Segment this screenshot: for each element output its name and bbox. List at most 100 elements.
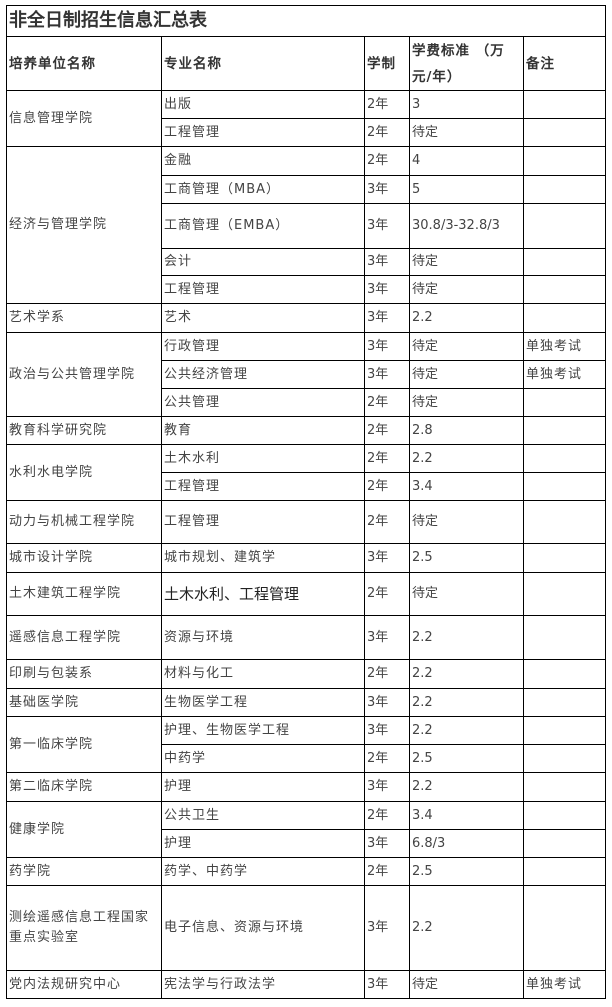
note-cell (522, 772, 607, 802)
years-cell: 2年 (364, 500, 410, 544)
table-row: 公共管理 2年 待定 (7, 388, 607, 417)
fee-cell: 4 (409, 146, 524, 176)
major-cell: 工商管理（EMBA） (161, 203, 365, 249)
fee-cell: 2.2 (409, 885, 524, 971)
table-row: 艺术学系 艺术 3年 2.2 (6, 303, 607, 333)
major-cell: 工商管理（MBA） (161, 175, 365, 204)
major-cell: 护理 (161, 772, 365, 802)
years-cell: 2年 (364, 90, 410, 119)
note-cell (522, 857, 607, 886)
major-cell: 生物医学工程 (161, 688, 365, 717)
fee-cell: 待定 (409, 388, 524, 417)
table-row: 动力与机械工程学院 工程管理 2年 待定 (6, 500, 607, 544)
years-cell: 3年 (364, 175, 410, 204)
table-row: 工商管理（MBA） 3年 5 (7, 175, 607, 204)
years-cell: 2年 (364, 744, 410, 773)
unit-name-cell: 基础医学院 (6, 688, 162, 717)
unit-name-cell: 测绘遥感信息工程国家重点实验室 (6, 885, 162, 971)
years-cell: 3年 (364, 885, 410, 971)
table-row: 信息管理学院 出版 2年 3 (6, 90, 607, 147)
table-row: 第一临床学院 护理、生物医学工程 3年 2.2 (6, 716, 607, 773)
table-row: 工程管理 2年 3.4 (7, 472, 607, 501)
unit-name-cell: 健康学院 (6, 801, 162, 858)
years-cell: 2年 (364, 146, 410, 176)
table-row: 印刷与包装系 材料与化工 2年 2.2 (6, 659, 607, 689)
unit-name-cell: 药学院 (6, 857, 162, 886)
note-cell (522, 885, 607, 971)
fee-cell: 30.8/3-32.8/3 (409, 203, 524, 249)
major-cell: 工程管理 (161, 472, 365, 501)
table-row: 护理 3年 6.8/3 (7, 829, 607, 858)
fee-cell: 3.4 (409, 801, 524, 830)
major-cell: 工程管理 (161, 118, 365, 147)
table-row: 测绘遥感信息工程国家重点实验室 电子信息、资源与环境 3年 2.2 (6, 885, 607, 971)
unit-name-cell: 动力与机械工程学院 (6, 500, 162, 544)
major-cell: 公共经济管理 (161, 360, 365, 389)
unit-name-cell: 印刷与包装系 (6, 659, 162, 689)
note-cell (522, 118, 607, 147)
major-cell: 电子信息、资源与环境 (161, 885, 365, 971)
major-cell: 城市规划、建筑学 (161, 543, 365, 573)
unit-name-cell: 艺术学系 (6, 303, 162, 333)
fee-cell: 待定 (409, 970, 524, 999)
fee-cell: 待定 (409, 248, 524, 276)
fee-cell: 待定 (409, 118, 524, 147)
years-cell: 2年 (364, 659, 410, 689)
unit-name-cell: 教育科学研究院 (6, 416, 162, 445)
fee-cell: 5 (409, 175, 524, 204)
years-cell: 3年 (364, 772, 410, 802)
unit-name-cell: 经济与管理学院 (6, 146, 162, 304)
fee-cell: 6.8/3 (409, 829, 524, 858)
title-row: 非全日制招生信息汇总表 (5, 5, 607, 37)
years-cell: 3年 (364, 716, 410, 745)
major-cell: 资源与环境 (161, 615, 365, 660)
fee-cell: 2.5 (409, 543, 524, 573)
note-cell (522, 388, 607, 417)
header-row: 培养单位名称 专业名称 学制 学费标准 （万元/年） 备注 (6, 36, 607, 91)
note-cell (522, 659, 607, 689)
major-cell: 材料与化工 (161, 659, 365, 689)
header-years: 学制 (364, 36, 410, 91)
note-cell (522, 203, 607, 249)
major-cell: 工程管理 (161, 500, 365, 544)
table-row: 药学院 药学、中药学 2年 2.5 (6, 857, 607, 886)
years-cell: 2年 (364, 416, 410, 445)
table-title: 非全日制招生信息汇总表 (5, 5, 607, 37)
note-cell (522, 801, 607, 830)
unit-name-cell: 第二临床学院 (6, 772, 162, 802)
major-cell: 艺术 (161, 303, 365, 333)
note-cell (522, 303, 607, 333)
major-cell: 工程管理 (161, 275, 365, 304)
note-cell (522, 744, 607, 773)
table-row: 会计 3年 待定 (7, 248, 607, 276)
table-row: 遥感信息工程学院 资源与环境 3年 2.2 (6, 615, 607, 660)
header-fee: 学费标准 （万元/年） (409, 36, 524, 91)
note-cell (522, 615, 607, 660)
fee-cell: 2.2 (409, 659, 524, 689)
enrollment-table: 非全日制招生信息汇总表 培养单位名称 专业名称 学制 学费标准 （万元/年） 备… (5, 5, 607, 999)
unit-name-cell: 信息管理学院 (6, 90, 162, 147)
fee-cell: 3 (409, 90, 524, 119)
years-cell: 3年 (364, 829, 410, 858)
note-cell (522, 175, 607, 204)
note-cell (522, 90, 607, 119)
header-major: 专业名称 (161, 36, 365, 91)
table-row: 健康学院 公共卫生 2年 3.4 (6, 801, 607, 858)
unit-name-cell: 土木建筑工程学院 (6, 572, 162, 616)
fee-cell: 2.8 (409, 416, 524, 445)
table-row: 教育科学研究院 教育 2年 2.8 (6, 416, 607, 445)
table-row: 水利水电学院 土木水利 2年 2.2 (6, 444, 607, 501)
major-cell: 行政管理 (161, 332, 365, 361)
note-cell (522, 146, 607, 176)
years-cell: 3年 (364, 688, 410, 717)
note-cell (522, 416, 607, 445)
fee-cell: 2.2 (409, 772, 524, 802)
fee-cell: 待定 (409, 360, 524, 389)
fee-cell: 2.5 (409, 857, 524, 886)
note-cell (522, 248, 607, 276)
table-row: 城市设计学院 城市规划、建筑学 3年 2.5 (6, 543, 607, 573)
major-cell: 会计 (161, 248, 365, 276)
fee-cell: 待定 (409, 500, 524, 544)
fee-cell: 2.2 (409, 615, 524, 660)
years-cell: 3年 (364, 303, 410, 333)
